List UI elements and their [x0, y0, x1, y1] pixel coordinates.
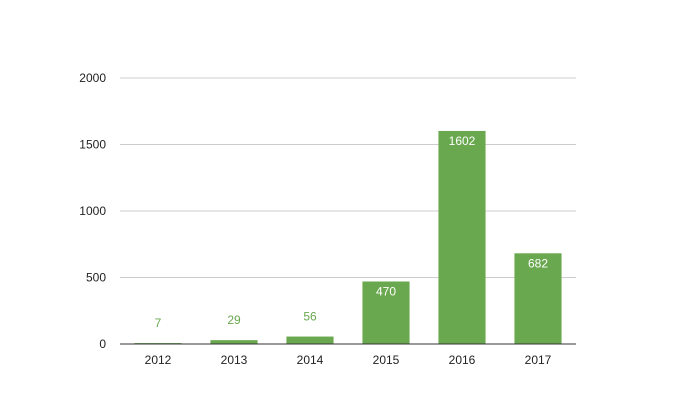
data-label-2012: 7 — [155, 316, 162, 330]
y-tick-label: 2000 — [79, 71, 106, 85]
bar-2013 — [210, 340, 258, 344]
x-tick-label-2017: 2017 — [525, 353, 552, 367]
data-labels: 7 29 56 470 1602 682 — [155, 134, 549, 330]
data-label-2015: 470 — [376, 284, 396, 298]
data-label-2016: 1602 — [449, 134, 476, 148]
bar-2017 — [514, 253, 562, 344]
x-tick-label-2012: 2012 — [145, 353, 172, 367]
y-tick-label: 0 — [99, 337, 106, 351]
bar-2015 — [362, 281, 410, 344]
y-tick-label: 500 — [86, 271, 106, 285]
y-tick-label: 1000 — [79, 204, 106, 218]
data-label-2014: 56 — [303, 310, 317, 324]
x-axis-tick-labels: 2012 2013 2014 2015 2016 2017 — [145, 353, 552, 367]
bars — [134, 130, 562, 344]
data-label-2013: 29 — [227, 313, 241, 327]
y-axis-tick-labels: 0 500 1000 1500 2000 — [79, 71, 106, 351]
y-tick-label: 1500 — [79, 138, 106, 152]
bar-2016 — [438, 130, 486, 344]
gridlines — [120, 77, 576, 278]
x-tick-label-2016: 2016 — [449, 353, 476, 367]
bar-2014 — [286, 336, 334, 344]
data-label-2017: 682 — [528, 256, 548, 270]
x-tick-label-2015: 2015 — [373, 353, 400, 367]
x-tick-label-2013: 2013 — [221, 353, 248, 367]
x-tick-label-2014: 2014 — [297, 353, 324, 367]
